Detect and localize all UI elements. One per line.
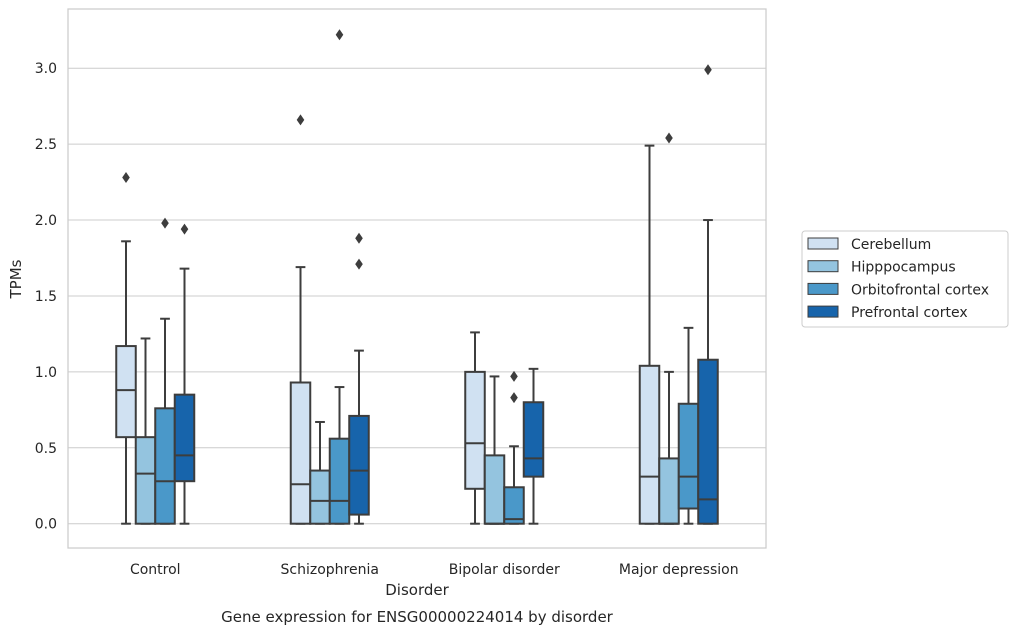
box bbox=[309, 420, 331, 525]
x-tick-labels: Control Schizophrenia Bipolar disorder Majo… bbox=[130, 562, 739, 578]
outlier-point bbox=[122, 172, 130, 184]
y-tick-label: 2.5 bbox=[35, 137, 57, 153]
x-axis-label: Disorder bbox=[385, 581, 449, 599]
outlier-point bbox=[510, 392, 518, 404]
x-tick-label: Bipolar disorder bbox=[449, 562, 560, 578]
plot-frame bbox=[67, 8, 767, 549]
box bbox=[289, 114, 312, 525]
box bbox=[522, 367, 545, 525]
box-body bbox=[503, 486, 525, 525]
box-body bbox=[173, 393, 196, 483]
box bbox=[348, 232, 370, 525]
y-tick-label: 0.0 bbox=[35, 517, 57, 533]
outlier-point bbox=[665, 132, 673, 144]
box bbox=[154, 217, 176, 525]
outlier-point bbox=[704, 64, 712, 76]
y-tick-labels: 0.0 0.5 1.0 1.5 2.0 2.5 3.0 bbox=[35, 61, 57, 532]
legend-label: Cerebellum bbox=[851, 237, 931, 253]
box-body bbox=[464, 370, 486, 490]
box bbox=[483, 375, 506, 525]
box-body bbox=[638, 364, 661, 525]
box-body bbox=[154, 407, 176, 525]
outlier-point bbox=[296, 114, 305, 126]
legend-label: Prefrontal cortex bbox=[851, 305, 968, 321]
chart-caption: Gene expression for ENSG00000224014 by d… bbox=[221, 608, 614, 626]
legend-label: Hipppocampus bbox=[851, 260, 956, 276]
box-body bbox=[328, 437, 351, 525]
legend-label: Orbitofrontal cortex bbox=[851, 282, 989, 298]
box-body bbox=[658, 457, 680, 525]
box-body bbox=[697, 358, 719, 525]
box-body bbox=[522, 401, 545, 478]
box-body bbox=[115, 345, 137, 439]
outlier-point bbox=[180, 223, 189, 235]
box-body bbox=[134, 436, 157, 525]
series-prefrontal-cortex bbox=[173, 64, 719, 525]
legend: Cerebellum Hipppocampus Orbitofrontal cort… bbox=[801, 230, 1009, 328]
y-tick-label: 1.0 bbox=[35, 365, 57, 381]
box bbox=[328, 29, 351, 525]
x-tick-label: Control bbox=[130, 562, 181, 578]
box-series-layer bbox=[115, 29, 719, 525]
box bbox=[115, 172, 137, 525]
box-body bbox=[483, 454, 506, 525]
box bbox=[503, 370, 525, 525]
outlier-point bbox=[335, 29, 344, 41]
y-tick-label: 3.0 bbox=[35, 61, 57, 77]
box bbox=[173, 223, 196, 525]
y-axis-label: TPMs bbox=[7, 259, 25, 299]
legend-swatch bbox=[807, 237, 839, 250]
legend-swatch bbox=[807, 282, 839, 295]
x-tick-label: Schizophrenia bbox=[281, 562, 379, 578]
box-body bbox=[677, 402, 700, 510]
series-cerebellum bbox=[115, 114, 661, 525]
box bbox=[464, 331, 486, 525]
box bbox=[677, 326, 700, 525]
outlier-point bbox=[161, 217, 169, 229]
outlier-point bbox=[510, 370, 518, 382]
box-body bbox=[289, 381, 312, 525]
box bbox=[658, 132, 680, 525]
series-orbitofrontal-cortex bbox=[154, 29, 700, 525]
x-tick-label: Major depression bbox=[619, 562, 739, 578]
y-tick-label: 1.5 bbox=[35, 289, 57, 305]
outlier-point bbox=[355, 232, 363, 244]
y-tick-label: 0.5 bbox=[35, 441, 57, 457]
box bbox=[697, 64, 719, 525]
box bbox=[134, 337, 157, 525]
legend-swatch bbox=[807, 260, 839, 273]
legend-frame bbox=[801, 230, 1009, 328]
legend-swatch bbox=[807, 305, 839, 318]
outlier-point bbox=[355, 258, 363, 270]
series-hipppocampus bbox=[134, 132, 680, 525]
box-body bbox=[309, 469, 331, 525]
box bbox=[638, 144, 661, 525]
y-tick-label: 2.0 bbox=[35, 213, 57, 229]
box-body bbox=[348, 414, 370, 516]
